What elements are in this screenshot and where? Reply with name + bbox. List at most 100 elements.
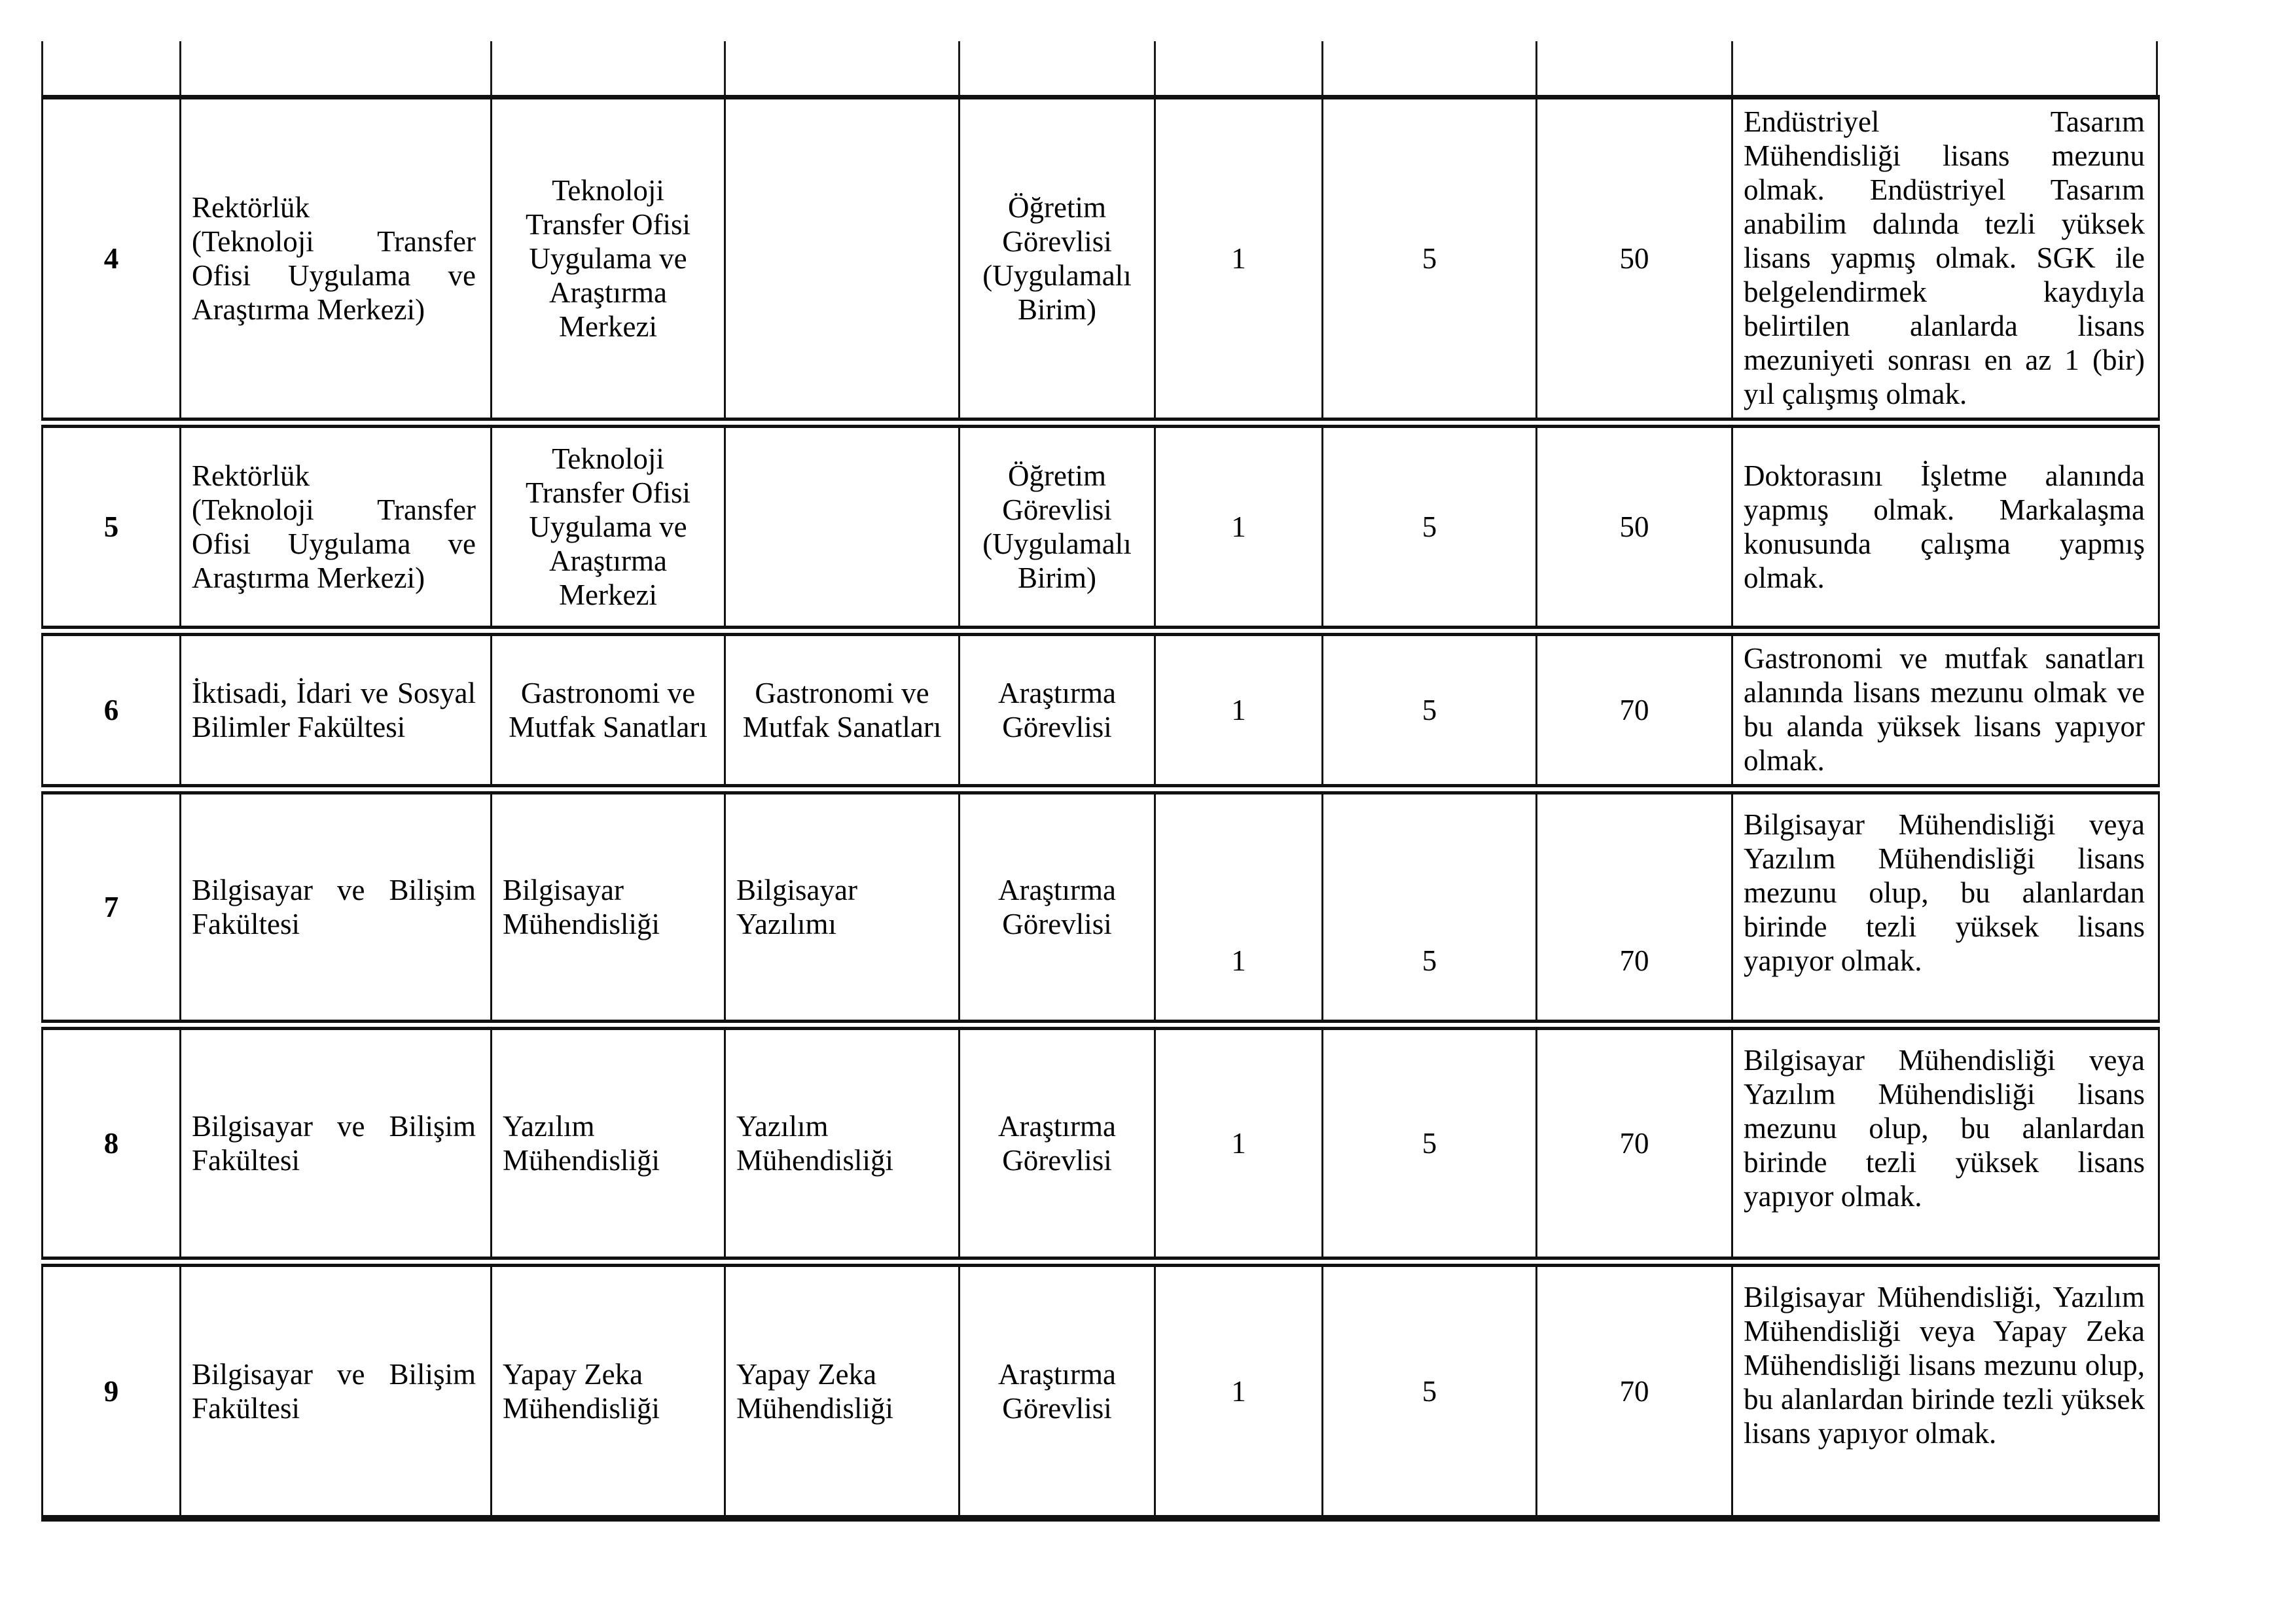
column-line-stub [179,41,181,96]
table-row: 6 İktisadi, İdari ve Sosyal Bilimler Fakü… [42,626,2159,789]
table-row: 9 Bilgisayar ve Bilişim Fakültesi Yapay Ze… [42,1257,2159,1518]
faculty-cell: Rektörlük (Teknoloji Transfer Ofisi Uygul… [179,418,492,631]
cell-text: Gastronomi ve Mutfak Sanatları [742,677,942,743]
column-line-stub [1731,41,1733,96]
cell-text: İktisadi, İdari ve Sosyal Bilimler Fakül… [192,677,476,743]
table-row: 7 Bilgisayar ve Bilişim Fakültesi Bilgisay… [42,784,2159,1025]
cell-text: (Teknoloji Transfer Ofisi Uygulama ve Ar… [192,225,476,326]
column-line-stub [1535,41,1537,96]
requirements-cell: Bilgisayar Mühendisliği veya Yazılım Müh… [1731,784,2159,1025]
numeric-cell-3: 50 [1535,97,1732,423]
column-line-stub [2156,41,2158,96]
cell-text: Bilgisayar Mühendisliği veya Yazılım Müh… [1744,1044,2145,1213]
faculty-cell: Bilgisayar ve Bilişim Fakültesi [179,784,492,1025]
program-cell: Bilgisayar Yazılımı [724,784,960,1025]
numeric-cell-2: 5 [1321,626,1537,789]
column-line-stub [1154,41,1156,96]
cell-text: Öğretim Görevlisi (Uygulamalı Birim) [982,191,1132,326]
requirements-cell: Endüstriyel Tasarım Mühendisliği lisans … [1731,97,2159,423]
cell-text: Bilgisayar ve Bilişim Fakültesi [192,1110,476,1177]
numeric-cell-1: 1 [1154,97,1323,423]
position-title-cell: Öğretim Görevlisi (Uygulamalı Birim) [958,97,1155,423]
numeric-cell-2: 5 [1321,1257,1537,1518]
cell-text: Yazılım Mühendisliği [736,1110,894,1177]
department-cell: Bilgisayar Mühendisliği [490,784,725,1025]
column-line-stub [958,41,960,96]
cell-text: Endüstriyel Tasarım Mühendisliği lisans … [1744,105,2145,410]
table-row: 8 Bilgisayar ve Bilişim Fakültesi Yazılım … [42,1020,2159,1262]
numeric-cell-1: 1 [1154,418,1323,631]
numeric-cell-2: 5 [1321,784,1537,1025]
cell-text: Teknoloji Transfer Ofisi Uygulama ve Ara… [525,442,691,611]
cell-text: Yapay Zeka Mühendisliği [736,1357,894,1425]
position-title-cell: Araştırma Görevlisi [958,784,1155,1025]
requirements-cell: Gastronomi ve mutfak sanatları alanında … [1731,626,2159,789]
cell-text: Araştırma Görevlisi [998,1357,1116,1425]
requirements-cell: Bilgisayar Mühendisliği, Yazılım Mühendi… [1731,1257,2159,1518]
column-line-stub [724,41,726,96]
program-cell: Yapay Zeka Mühendisliği [724,1257,960,1518]
numeric-cell-3: 70 [1535,626,1732,789]
program-cell: Gastronomi ve Mutfak Sanatları [724,626,960,789]
cell-text: Bilgisayar ve Bilişim Fakültesi [192,874,476,940]
numeric-cell-3: 70 [1535,1257,1732,1518]
numeric-cell-2: 5 [1321,97,1537,423]
department-cell: Teknoloji Transfer Ofisi Uygulama ve Ara… [490,97,725,423]
cell-text: (Teknoloji Transfer Ofisi Uygulama ve Ar… [192,493,476,594]
program-cell: Yazılım Mühendisliği [724,1020,960,1262]
requirements-cell: Bilgisayar Mühendisliği veya Yazılım Müh… [1731,1020,2159,1262]
numeric-cell-1: 1 [1154,1020,1323,1262]
cell-text: Teknoloji Transfer Ofisi Uygulama ve Ara… [525,174,691,343]
cell-text: Bilgisayar Mühendisliği veya Yazılım Müh… [1744,808,2145,977]
cell-text: Araştırma Görevlisi [998,1110,1116,1177]
faculty-cell: Rektörlük (Teknoloji Transfer Ofisi Uygul… [179,97,492,423]
numeric-cell-2: 5 [1321,1020,1537,1262]
numeric-cell-3: 70 [1535,784,1732,1025]
cell-text: Bilgisayar Yazılımı [736,874,857,940]
department-cell: Gastronomi ve Mutfak Sanatları [490,626,725,789]
cell-text: Rektörlük [192,191,310,224]
column-line-stub [490,41,492,96]
department-cell: Yapay Zeka Mühendisliği [490,1257,725,1518]
cell-text: Bilgisayar Mühendisliği [503,874,660,940]
cell-text: Rektörlük [192,459,310,492]
department-cell: Teknoloji Transfer Ofisi Uygulama ve Ara… [490,418,725,631]
cell-text: Gastronomi ve mutfak sanatları alanında … [1744,642,2145,777]
row-number-cell: 4 [103,242,119,275]
cell-text: Araştırma Görevlisi [998,874,1116,940]
faculty-cell: Bilgisayar ve Bilişim Fakültesi [179,1020,492,1262]
requirements-cell: Doktorasını İşletme alanında yapmış olma… [1731,418,2159,631]
row-number-cell: 5 [42,418,181,631]
numeric-cell-2: 5 [1321,418,1537,631]
numeric-cell-3: 70 [1535,1020,1732,1262]
program-cell [724,97,960,423]
numeric-cell-1: 1 [1154,1257,1323,1518]
numeric-cell-1: 1 [1154,626,1323,789]
numeric-cell-3: 50 [1535,418,1732,631]
table-row: 4 Rektörlük (Teknoloji Transfer Ofisi Uygu… [43,97,2159,423]
column-line-stub [1321,41,1323,96]
row-number-cell: 7 [42,784,181,1025]
row-number-cell: 6 [42,626,181,789]
cell-text: Bilgisayar ve Bilişim Fakültesi [192,1357,476,1425]
position-title-cell: Araştırma Görevlisi [958,1257,1155,1518]
cell-text: Gastronomi ve Mutfak Sanatları [509,677,708,743]
department-cell: Yazılım Mühendisliği [490,1020,725,1262]
column-line-stub [41,41,43,96]
position-title-cell: Öğretim Görevlisi (Uygulamalı Birim) [958,418,1155,631]
row-number-cell: 9 [42,1257,181,1518]
cell-text: Bilgisayar Mühendisliği, Yazılım Mühendi… [1744,1281,2145,1450]
cell-text: Yazılım Mühendisliği [503,1110,660,1177]
position-title-cell: Araştırma Görevlisi [958,1020,1155,1262]
position-title-cell: Araştırma Görevlisi [958,626,1155,789]
row-number-cell: 8 [42,1020,181,1262]
numeric-cell-1: 1 [1154,784,1323,1025]
cell-text: Öğretim Görevlisi (Uygulamalı Birim) [982,459,1132,594]
positions-table: 4 Rektörlük (Teknoloji Transfer Ofisi Uygu… [41,95,2160,1522]
program-cell [724,418,960,631]
cell-text: Doktorasını İşletme alanında yapmış olma… [1744,459,2145,594]
cell-text: Araştırma Görevlisi [998,677,1116,743]
faculty-cell: İktisadi, İdari ve Sosyal Bilimler Fakül… [179,626,492,789]
faculty-cell: Bilgisayar ve Bilişim Fakültesi [179,1257,492,1518]
